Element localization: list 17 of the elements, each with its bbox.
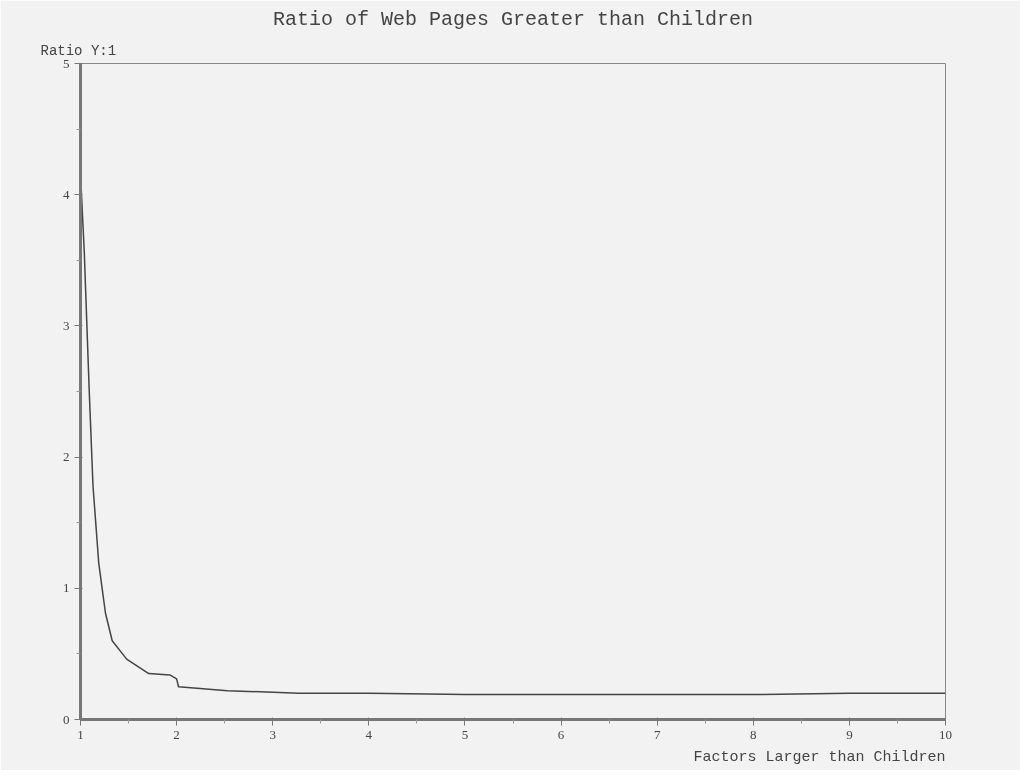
y-tick-label: 2 — [63, 449, 70, 465]
y-tick-label: 0 — [63, 711, 70, 727]
x-tick-label: 8 — [750, 726, 757, 742]
x-tick-label: 5 — [461, 726, 469, 742]
x-tick-label: 6 — [557, 726, 565, 742]
y-tick-label: 3 — [63, 317, 70, 333]
y-tick-label: 4 — [63, 186, 70, 202]
x-tick-label: 7 — [653, 726, 661, 742]
y-tick-label: 1 — [63, 580, 70, 596]
chart-title: Ratio of Web Pages Greater than Children — [272, 7, 754, 31]
x-tick-label: 1 — [77, 726, 84, 742]
x-tick-label: 3 — [269, 726, 276, 742]
x-tick-label: 2 — [173, 726, 180, 742]
x-tick-label: 4 — [365, 726, 373, 742]
x-axis-title: Factors Larger than Children — [693, 748, 946, 766]
x-tick-label: 9 — [846, 726, 853, 742]
x-tick-label: 10 — [939, 726, 952, 742]
